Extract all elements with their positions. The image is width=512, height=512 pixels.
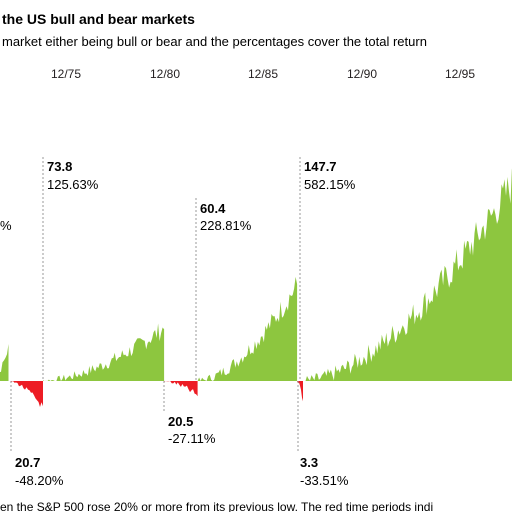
x-tick-label: 12/80	[150, 67, 180, 81]
x-tick-label: 12/75	[51, 67, 81, 81]
bear-loss: -27.11%	[168, 431, 216, 446]
bear-loss: -48.20%	[15, 473, 64, 488]
bear-trough-value: 20.7	[15, 455, 40, 470]
x-tick-label: 12/95	[445, 67, 475, 81]
market-areas	[0, 168, 512, 407]
x-tick-label: 12/90	[347, 67, 377, 81]
bear-market-area	[164, 381, 198, 397]
bull-market-area	[197, 276, 298, 381]
bull-market-area	[43, 323, 165, 381]
footnote: en the S&P 500 rose 20% or more from its…	[0, 500, 433, 512]
bear-trough-value: 3.3	[300, 455, 318, 470]
bull-market-area	[0, 344, 9, 381]
bear-market-area	[8, 381, 43, 407]
bull-gain: 582.15%	[304, 177, 356, 192]
bear-market-area	[297, 381, 303, 402]
chart-title: the US bull and bear markets	[2, 11, 195, 27]
bull-gain: 125.63%	[47, 177, 99, 192]
partial-bull-label: %	[0, 218, 12, 233]
chart-subtitle: market either being bull or bear and the…	[2, 34, 427, 49]
divider-lines	[10, 157, 301, 452]
bull-gain: 228.81%	[200, 218, 252, 233]
bear-loss: -33.51%	[300, 473, 349, 488]
bull-market-area	[304, 168, 512, 381]
bear-trough-value: 20.5	[168, 414, 193, 429]
bull-start-value: 147.7	[304, 159, 337, 174]
bull-start-value: 73.8	[47, 159, 72, 174]
x-tick-label: 12/85	[248, 67, 278, 81]
bull-start-value: 60.4	[200, 201, 226, 216]
